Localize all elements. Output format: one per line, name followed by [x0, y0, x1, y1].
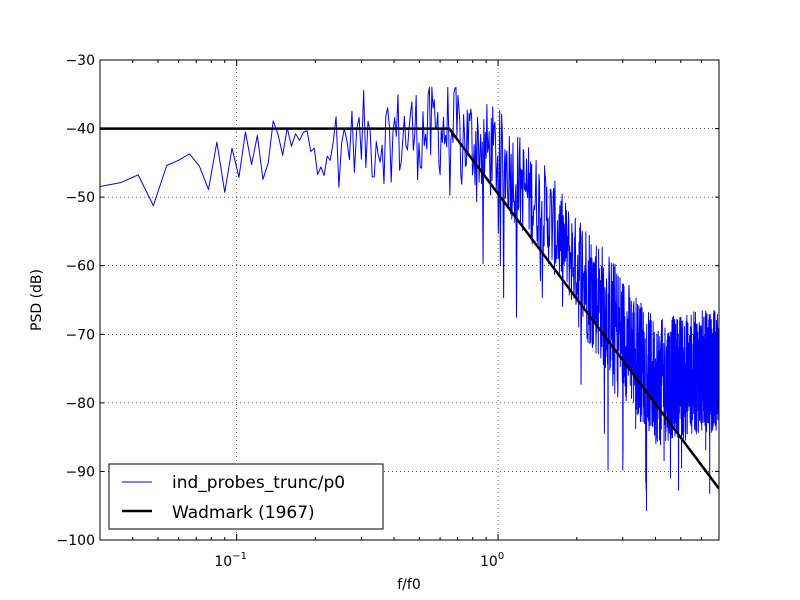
y-tick-labels: −100 −90 −80 −70 −60 −50 −40 −30 — [57, 53, 95, 549]
y-tick-label: −100 — [57, 533, 95, 549]
y-tick-label: −90 — [65, 464, 95, 480]
series-line-wadmark — [100, 127, 719, 490]
y-tick-label: −60 — [65, 259, 95, 275]
y-tick-label: −30 — [65, 53, 95, 69]
y-tick-label: −40 — [65, 122, 95, 138]
plot-frame — [99, 59, 720, 541]
y-tick-label: −80 — [65, 396, 95, 412]
legend-label-ind-probes: ind_probes_trunc/p0 — [172, 473, 345, 493]
x-tick-label: 10−1 — [214, 551, 247, 570]
x-tick-labels: 10−1 100 — [214, 551, 504, 570]
y-tick-label: −50 — [65, 190, 95, 206]
axis-ticks — [100, 59, 719, 541]
plot-background — [100, 60, 719, 540]
legend: ind_probes_trunc/p0 Wadmark (1967) — [108, 463, 384, 530]
series-line-ind-probes — [100, 86, 719, 511]
y-axis-label: PSD (dB) — [29, 269, 45, 331]
legend-box — [108, 463, 384, 530]
x-tick-label: 100 — [480, 551, 504, 570]
legend-label-wadmark: Wadmark (1967) — [172, 503, 315, 523]
grid-lines — [100, 60, 719, 540]
x-axis-label: f/f0 — [397, 577, 420, 593]
y-tick-label: −70 — [65, 327, 95, 343]
